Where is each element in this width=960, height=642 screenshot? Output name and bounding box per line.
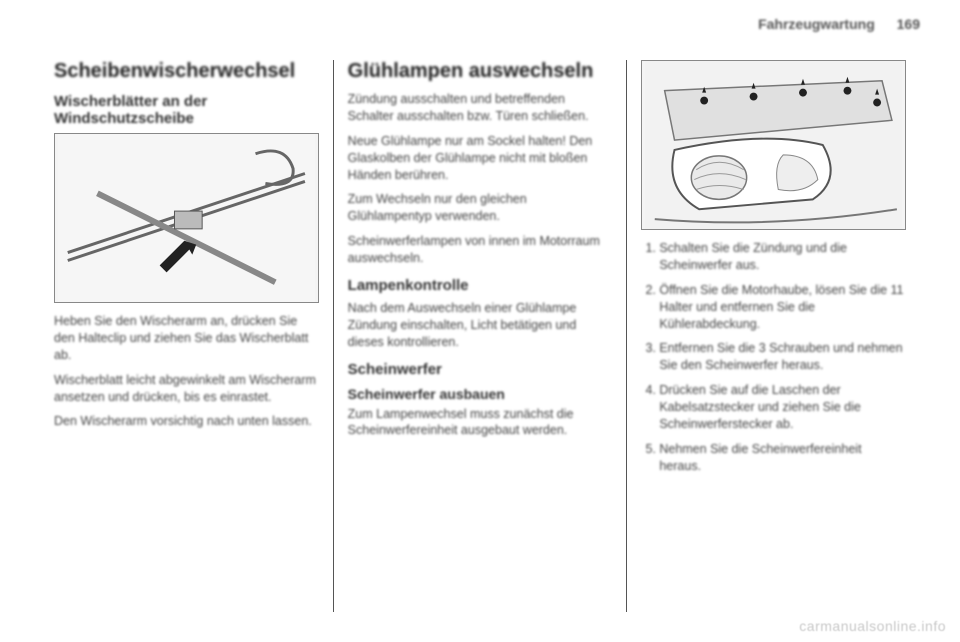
headlamp-svg	[642, 61, 905, 229]
steps-list: Schalten Sie die Zündung und die Scheinw…	[641, 240, 906, 475]
page-header: Fahrzeugwartung 169	[758, 16, 920, 32]
wiper-svg	[55, 134, 318, 302]
col1-p2: Wischerblatt leicht abgewinkelt am Wisch…	[54, 372, 319, 406]
step-2: Öffnen Sie die Motorhaube, lösen Sie die…	[659, 282, 906, 333]
col2-sub-b: Scheinwerfer	[348, 361, 613, 378]
col2-p2: Neue Glühlampe nur am Sockel halten! Den…	[348, 133, 613, 184]
step-1: Schalten Sie die Zündung und die Scheinw…	[659, 240, 906, 274]
column-1: Scheibenwischerwechsel Wischerblätter an…	[40, 60, 333, 612]
col2-p3: Zum Wechseln nur den gleichen Glühlampen…	[348, 191, 613, 225]
col1-p3: Den Wischerarm vorsichtig nach unten las…	[54, 413, 319, 430]
col2-p6: Zum Lampenwechsel muss zunächst die Sche…	[348, 406, 613, 440]
col1-heading: Scheibenwischerwechsel	[54, 60, 319, 83]
watermark: carmanualsonline.info	[799, 618, 946, 634]
col2-sub-c: Scheinwerfer ausbauen	[348, 386, 613, 402]
figure-wiper	[54, 133, 319, 303]
step-4: Drücken Sie auf die Laschen der Kabelsat…	[659, 382, 906, 433]
column-2: Glühlampen auswechseln Zündung ausschalt…	[333, 60, 627, 612]
col2-heading: Glühlampen auswechseln	[348, 60, 613, 83]
section-title: Fahrzeugwartung	[758, 16, 875, 32]
col2-p5: Nach dem Auswechseln einer Glühlampe Zün…	[348, 300, 613, 351]
column-3: Schalten Sie die Zündung und die Scheinw…	[626, 60, 920, 612]
page-number: 169	[897, 16, 920, 32]
col2-p1: Zündung ausschalten und betreffenden Sch…	[348, 91, 613, 125]
content-columns: Scheibenwischerwechsel Wischerblätter an…	[40, 60, 920, 612]
step-3: Entfernen Sie die 3 Schrauben und nehmen…	[659, 340, 906, 374]
figure-headlamp	[641, 60, 906, 230]
col1-subheading: Wischerblätter an der Windschutzscheibe	[54, 93, 319, 127]
col2-sub-a: Lampenkontrolle	[348, 277, 613, 294]
col1-p1: Heben Sie den Wischerarm an, drücken Sie…	[54, 313, 319, 364]
step-5: Nehmen Sie die Scheinwerfereinheit herau…	[659, 441, 906, 475]
col2-p4: Scheinwerferlampen von innen im Motorrau…	[348, 233, 613, 267]
